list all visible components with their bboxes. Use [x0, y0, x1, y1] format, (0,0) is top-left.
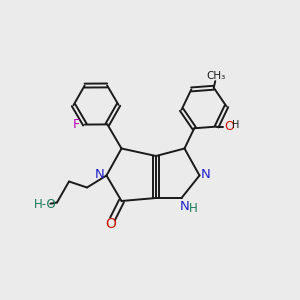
Text: H: H [232, 120, 240, 130]
Text: N: N [180, 200, 190, 213]
Text: H-O: H-O [34, 198, 57, 212]
Text: O: O [224, 120, 234, 133]
Text: CH₃: CH₃ [206, 71, 226, 81]
Text: O: O [106, 218, 116, 231]
Text: N: N [201, 168, 211, 181]
Text: H: H [188, 202, 197, 215]
Text: F: F [73, 118, 80, 131]
Text: N: N [95, 168, 105, 181]
